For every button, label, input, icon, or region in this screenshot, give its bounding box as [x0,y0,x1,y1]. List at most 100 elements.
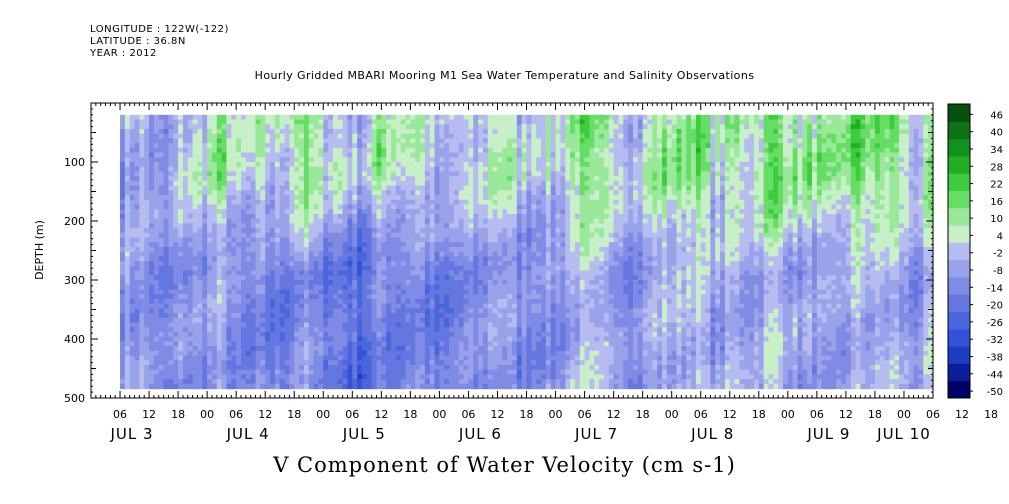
heatmap-cell [444,228,450,234]
heatmap-cell [226,124,232,130]
heatmap-cell [289,374,295,380]
heatmap-cell [236,166,242,173]
heatmap-cell [226,317,232,324]
heatmap-cell [284,289,290,295]
heatmap-cell [439,232,445,239]
heatmap-cell [313,379,320,385]
heatmap-cell [241,275,247,281]
heatmap-cell [173,355,179,361]
heatmap-cell [395,289,402,295]
heatmap-cell [192,166,199,173]
heatmap-cell [357,223,363,229]
heatmap-cell [415,303,421,309]
heatmap-cell [250,157,257,163]
heatmap-cell [357,152,363,158]
heatmap-cell [192,270,199,276]
heatmap-cell [526,369,532,375]
heatmap-cell [226,157,232,163]
heatmap-cell [395,213,402,220]
heatmap-cell [153,213,160,220]
heatmap-cell [391,341,397,347]
heatmap-cell [299,289,305,295]
heatmap-cell [255,298,261,305]
heatmap-cell [391,218,397,224]
heatmap-cell [134,355,140,361]
heatmap-cell [468,190,474,196]
heatmap-cell [386,265,392,272]
heatmap-cell [182,270,189,276]
heatmap-cell [250,322,257,328]
heatmap-cell [342,237,349,243]
heatmap-cell [192,143,199,149]
heatmap-cell [424,280,431,286]
heatmap-cell [284,237,290,243]
heatmap-cell [444,303,450,309]
heatmap-cell [308,162,315,168]
heatmap-cell [255,265,261,272]
heatmap-cell [308,284,315,291]
heatmap-cell [337,383,344,390]
heatmap-cell [279,232,286,239]
heatmap-cell [134,218,140,224]
heatmap-cell [299,124,305,130]
heatmap-cell [299,350,305,357]
heatmap-cell [410,364,416,371]
heatmap-cell [216,114,223,121]
heatmap-cell [463,374,470,380]
heatmap-cell [400,185,407,191]
heatmap-cell [516,308,523,314]
heatmap-cell [502,265,508,272]
heatmap-cell [420,303,426,309]
heatmap-cell [415,218,421,224]
heatmap-cell [395,114,402,121]
heatmap-cell [158,147,165,154]
heatmap-cell [386,199,392,206]
heatmap-cell [260,331,266,338]
heatmap-cell [497,128,503,135]
heatmap-cell [357,303,363,309]
heatmap-cell [241,341,247,347]
heatmap-cell [478,246,484,253]
heatmap-cell [173,199,179,206]
heatmap-cell [352,232,358,239]
heatmap-cell [473,270,479,276]
heatmap-cell [526,223,532,229]
heatmap-cell [468,289,474,295]
heatmap-cell [395,124,402,130]
heatmap-cell [420,246,426,253]
heatmap-cell [492,322,499,328]
heatmap-cell [207,336,213,342]
heatmap-cell [381,237,387,243]
heatmap-cell [507,364,513,371]
heatmap-cell [410,289,416,295]
heatmap-cell [245,280,252,286]
heatmap-cell [250,114,257,121]
heatmap-cell [478,313,484,319]
heatmap-cell [381,152,387,158]
heatmap-cell [134,128,140,135]
heatmap-cell [265,147,271,154]
heatmap-cell [241,369,247,375]
heatmap-cell [434,143,441,149]
heatmap-cell [255,138,261,144]
heatmap-cell [318,341,324,347]
heatmap-cell [289,166,295,173]
heatmap-cell [342,350,349,357]
heatmap-cell [410,166,416,173]
heatmap-cell [231,355,237,361]
heatmap-cell [182,350,189,357]
heatmap-cell [473,284,479,291]
heatmap-cell [313,213,320,220]
heatmap-cell [279,308,286,314]
heatmap-cell [439,355,445,361]
heatmap-cell [521,213,528,220]
heatmap-cell [357,237,363,243]
heatmap-cell [265,204,271,210]
heatmap-cell [381,138,387,144]
heatmap-cell [439,350,445,357]
heatmap-cell [202,317,208,324]
heatmap-cell [328,157,334,163]
heatmap-cell [415,143,421,149]
heatmap-cell [342,383,349,390]
heatmap-cell [424,303,431,309]
